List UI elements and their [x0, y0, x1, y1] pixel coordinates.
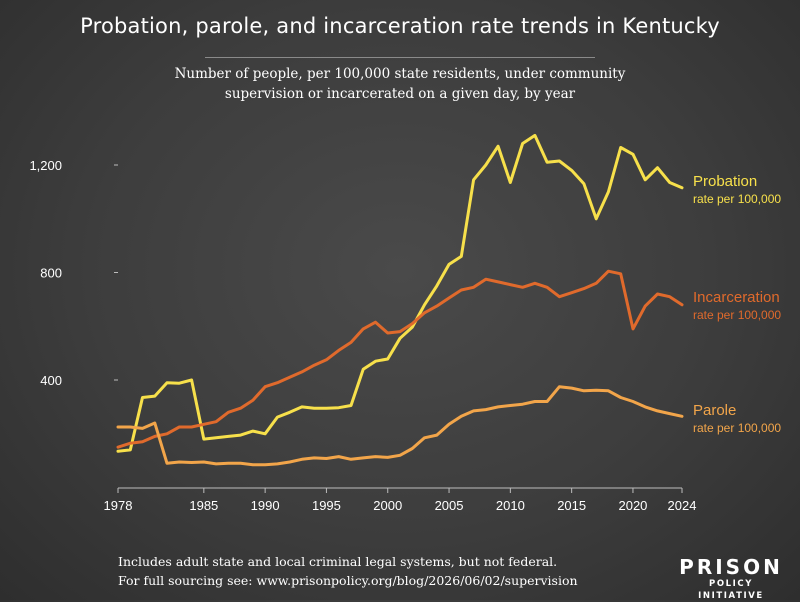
subtitle-line-1: Number of people, per 100,000 state resi…: [174, 66, 626, 82]
chart-subtitle: Number of people, per 100,000 state resi…: [150, 64, 650, 104]
series-label-incarceration: Incarceration: [693, 289, 780, 306]
series-sublabel-incarceration: rate per 100,000: [693, 308, 781, 322]
x-tick-label: 2020: [618, 498, 647, 513]
subtitle-line-2: supervision or incarcerated on a given d…: [224, 86, 576, 102]
footer-source: For full sourcing see: www.prisonpolicy.…: [118, 573, 578, 588]
x-tick-label: 2000: [373, 498, 402, 513]
x-tick-label: 2010: [496, 498, 525, 513]
series-sublabel-parole: rate per 100,000: [693, 421, 781, 435]
footer-note: Includes adult state and local criminal …: [118, 554, 558, 569]
y-tick-label: 1,200: [29, 158, 62, 173]
series-line-incarceration: [116, 269, 684, 449]
prison-policy-initiative-logo: PRISON POLICY INITIATIVE: [676, 556, 786, 602]
series-line-probation: [116, 133, 684, 453]
x-tick-label: 1995: [312, 498, 341, 513]
x-tick-label: 1985: [189, 498, 218, 513]
x-tick-label: 2024: [668, 498, 697, 513]
logo-main-text: PRISON: [679, 555, 783, 579]
x-tick-label: 2015: [557, 498, 586, 513]
chart-footer: Includes adult state and local criminal …: [118, 552, 578, 590]
chart-title: Probation, parole, and incarceration rat…: [80, 14, 720, 38]
series-sublabel-probation: rate per 100,000: [693, 192, 781, 206]
x-tick-label: 1978: [104, 498, 133, 513]
title-divider: [205, 57, 595, 58]
series-line-parole: [116, 385, 684, 467]
series-label-parole: Parole: [693, 402, 736, 419]
y-tick-label: 800: [40, 266, 62, 281]
x-tick-label: 1990: [251, 498, 280, 513]
x-tick-label: 2005: [435, 498, 464, 513]
series-label-probation: Probation: [693, 173, 757, 190]
y-tick-label: 400: [40, 373, 62, 388]
logo-sub-text: POLICY INITIATIVE: [698, 579, 764, 601]
